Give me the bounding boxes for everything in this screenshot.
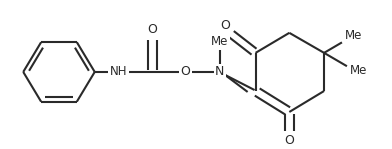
Text: O: O bbox=[285, 134, 294, 147]
Text: Me: Me bbox=[211, 35, 229, 48]
Text: O: O bbox=[180, 65, 190, 78]
Text: NH: NH bbox=[110, 65, 127, 78]
Text: Me: Me bbox=[345, 29, 363, 42]
Text: O: O bbox=[147, 24, 157, 37]
Text: O: O bbox=[220, 19, 230, 32]
Text: Me: Me bbox=[350, 63, 368, 77]
Text: N: N bbox=[215, 65, 225, 78]
